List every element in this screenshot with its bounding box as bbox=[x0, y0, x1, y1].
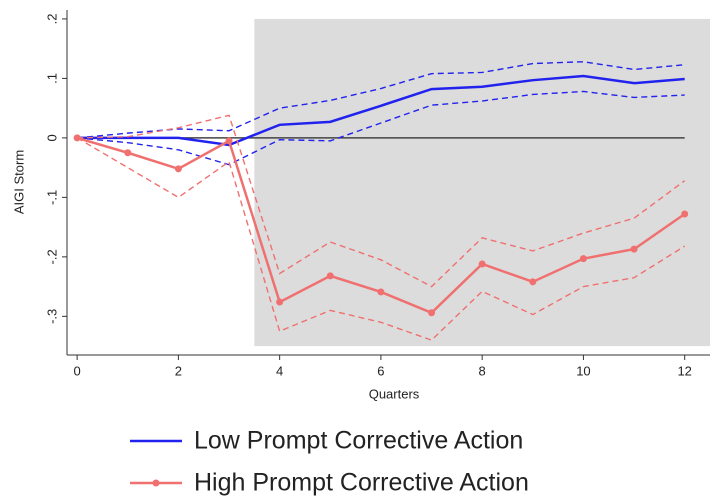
marker bbox=[529, 278, 537, 286]
y-tick-label: -.1 bbox=[44, 190, 59, 205]
y-tick-label: -.2 bbox=[44, 249, 59, 264]
y-tick-label: .2 bbox=[44, 14, 59, 25]
x-tick-label: 6 bbox=[377, 363, 384, 378]
series-line bbox=[77, 74, 685, 147]
ci-line bbox=[77, 90, 685, 166]
marker bbox=[579, 255, 587, 263]
marker bbox=[276, 298, 284, 306]
marker bbox=[225, 137, 233, 145]
marker bbox=[428, 309, 436, 317]
ci-line bbox=[77, 114, 686, 288]
x-tick-label: 4 bbox=[276, 363, 283, 378]
marker bbox=[681, 210, 689, 218]
y-axis-label: AIGI Storm bbox=[11, 150, 26, 214]
y-tick-label: 0 bbox=[44, 134, 59, 141]
x-tick-label: 0 bbox=[74, 363, 81, 378]
marker bbox=[377, 288, 385, 296]
marker bbox=[478, 260, 486, 268]
marker bbox=[630, 245, 638, 253]
ci-line bbox=[77, 61, 685, 139]
x-axis-label: Quarters bbox=[369, 386, 420, 401]
marker bbox=[73, 134, 81, 142]
legend-label: High Prompt Corrective Action bbox=[194, 469, 529, 497]
x-tick-label: 8 bbox=[479, 363, 486, 378]
y-tick-label: -.3 bbox=[44, 309, 59, 324]
ci-line bbox=[76, 137, 686, 341]
x-tick-label: 2 bbox=[175, 363, 182, 378]
x-tick-label: 12 bbox=[677, 363, 691, 378]
y-tick-label: .1 bbox=[44, 73, 59, 84]
marker bbox=[124, 149, 132, 157]
x-tick-label: 10 bbox=[576, 363, 590, 378]
marker bbox=[326, 272, 334, 280]
marker bbox=[174, 165, 182, 173]
shaded-region bbox=[254, 18, 711, 347]
legend-marker bbox=[152, 479, 160, 487]
legend-label: Low Prompt Corrective Action bbox=[194, 427, 523, 455]
